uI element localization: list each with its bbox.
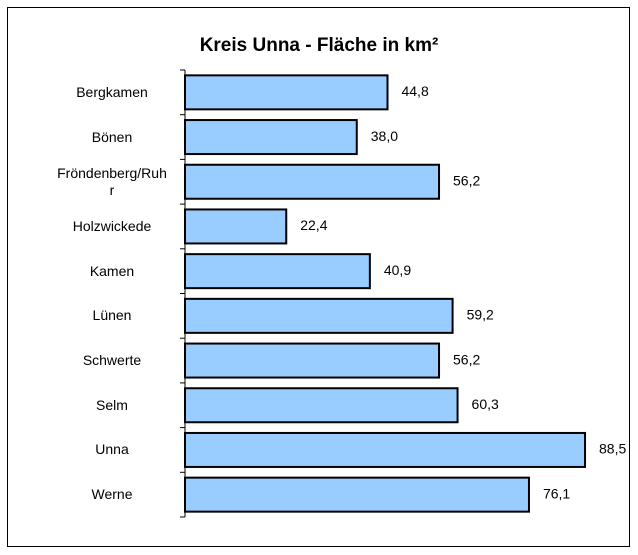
chart-title: Kreis Unna - Fläche in km² bbox=[200, 35, 439, 56]
category-label-box: Selm bbox=[96, 396, 128, 413]
bar bbox=[184, 119, 358, 156]
category-label: Unna bbox=[95, 441, 129, 458]
bar bbox=[184, 342, 441, 379]
bar bbox=[184, 476, 530, 513]
data-label: 60,3 bbox=[472, 396, 499, 412]
data-label: 44,8 bbox=[401, 83, 428, 99]
category-label-box: Bönen bbox=[91, 128, 133, 145]
category-label-box: Lünen bbox=[92, 307, 132, 324]
bar bbox=[184, 387, 459, 424]
category-label: Werne bbox=[91, 486, 133, 503]
category-label: Bergkamen bbox=[76, 83, 148, 100]
data-label: 56,2 bbox=[453, 172, 480, 188]
category-label: Schwerte bbox=[82, 352, 142, 369]
data-label: 40,9 bbox=[384, 262, 411, 278]
category-label: Fröndenberg/Ruhr bbox=[57, 164, 167, 198]
data-label: 38,0 bbox=[371, 128, 398, 144]
data-label: 88,5 bbox=[599, 441, 626, 457]
bar bbox=[184, 74, 389, 111]
bar bbox=[184, 253, 371, 290]
category-label: Kamen bbox=[89, 262, 135, 279]
category-label-box: Unna bbox=[95, 441, 129, 458]
category-label-box: Schwerte bbox=[82, 352, 142, 369]
category-label: Holzwickede bbox=[72, 217, 152, 234]
bar bbox=[184, 297, 454, 334]
category-label: Selm bbox=[96, 396, 128, 413]
category-label: Lünen bbox=[92, 307, 132, 324]
data-label: 56,2 bbox=[453, 351, 480, 367]
category-label: Bönen bbox=[91, 128, 133, 145]
category-label-box: Fröndenberg/Ruhr bbox=[57, 164, 167, 198]
category-label-box: Bergkamen bbox=[76, 83, 148, 100]
data-label: 76,1 bbox=[543, 485, 570, 501]
category-label-box: Kamen bbox=[89, 262, 135, 279]
data-label: 22,4 bbox=[300, 217, 327, 233]
bar bbox=[184, 208, 288, 245]
category-label-box: Werne bbox=[91, 486, 133, 503]
bar bbox=[184, 163, 441, 200]
data-label: 59,2 bbox=[467, 307, 494, 323]
category-label-box: Holzwickede bbox=[72, 217, 152, 234]
bar bbox=[184, 431, 587, 468]
